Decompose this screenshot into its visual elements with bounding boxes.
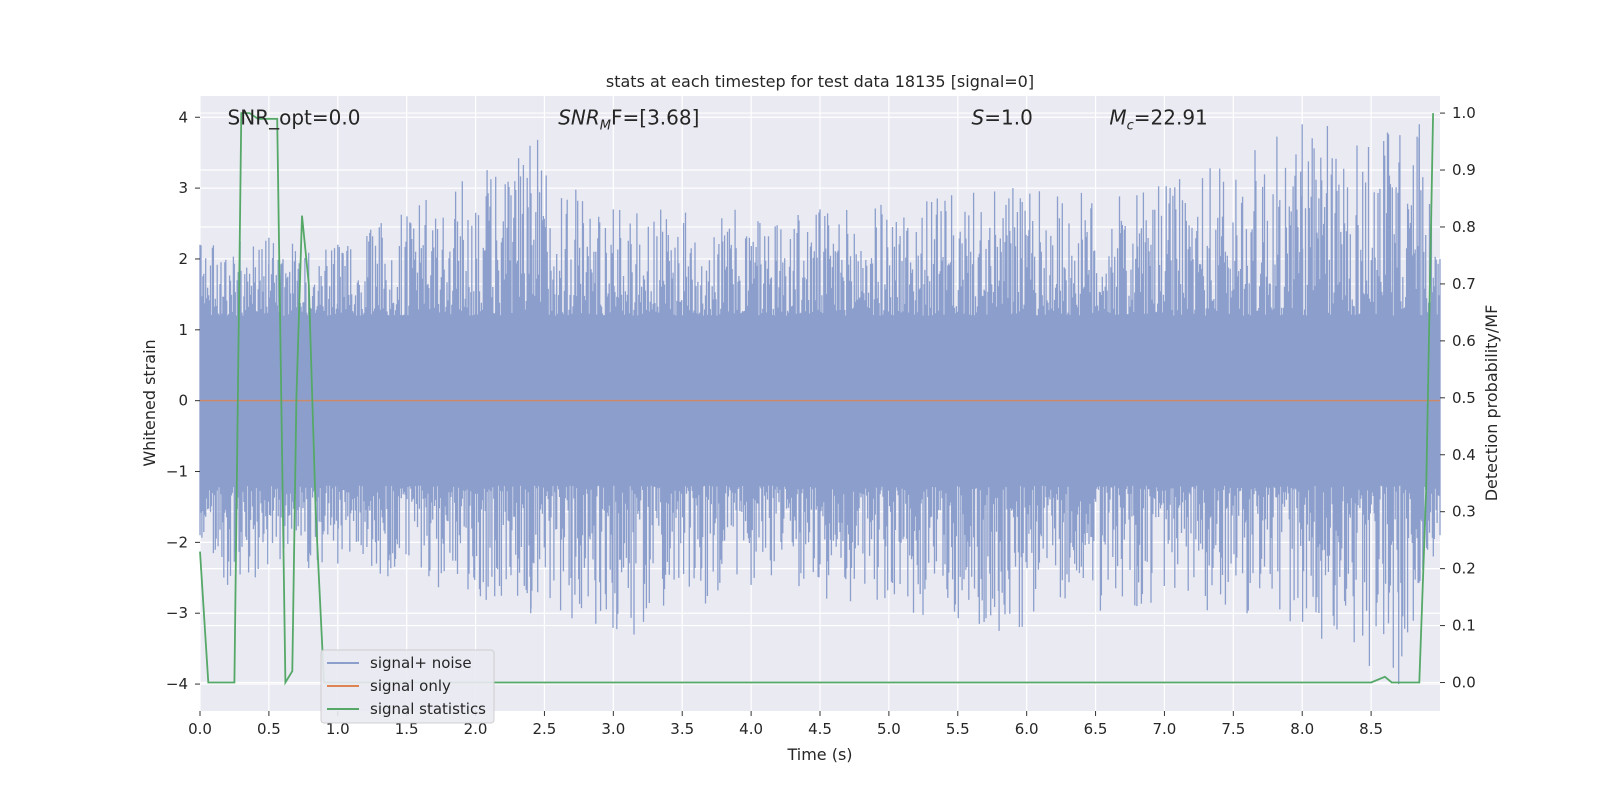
x-axis-label: Time (s) [786,745,852,764]
x-tick-label: 7.5 [1221,720,1245,738]
right-y-tick-label: 0.0 [1452,674,1476,692]
right-y-tick-label: 0.3 [1452,503,1476,521]
right-y-tick-label: 0.5 [1452,389,1476,407]
right-y-tick-label: 0.1 [1452,617,1476,635]
x-tick-label: 1.0 [326,720,350,738]
left-y-tick-label: 4 [178,108,188,126]
left-y-tick-label: −4 [166,675,188,693]
left-y-tick-label: 3 [178,179,188,197]
signal-statistics-line [199,112,1434,686]
right-y-tick-label: 0.7 [1452,275,1476,293]
x-tick-label: 8.0 [1290,720,1314,738]
right-y-tick-label: 0.4 [1452,446,1476,464]
x-tick-label: 2.0 [464,720,488,738]
x-tick-label: 1.5 [395,720,419,738]
signal-noise-series [199,124,1441,685]
legend-label-signal-only: signal only [370,677,451,695]
x-axis-ticks: 0.0 0.5 1.0 1.5 2.0 2.5 3.0 3.5 4.0 4.5 5.0 5.5 6.0 6… [188,711,1383,738]
left-y-tick-label: 0 [178,392,188,410]
annotation-s: S=1.0 [972,105,1033,129]
annotation-snr_opt: SNR_opt=0.0 [228,105,361,129]
left-y-tick-label: −2 [166,533,188,551]
annotation-snr_mf: SNRMF=[3.68] [558,105,699,133]
right-y-tick-label: 0.6 [1452,332,1476,350]
x-tick-label: 2.5 [533,720,557,738]
signal-noise-line [199,124,1441,685]
right-y-axis-label: Detection probability/MF [1482,305,1501,502]
x-tick-label: 5.0 [877,720,901,738]
annotations: SNR_opt=0.0 SNRMF=[3.68] S=1.0 Mc=22.91 [228,105,1208,133]
right-y-tick-label: 1.0 [1452,104,1476,122]
left-y-axis-label: Whitened strain [140,339,159,466]
x-tick-label: 4.5 [808,720,832,738]
left-y-tick-label: −3 [166,604,188,622]
x-tick-label: 7.0 [1153,720,1177,738]
left-y-axis-ticks: −4 −3 −2 −1 0 1 2 3 4 [166,108,200,693]
x-tick-label: 4.0 [739,720,763,738]
right-y-tick-label: 0.8 [1452,218,1476,236]
x-tick-label: 3.5 [670,720,694,738]
x-tick-label: 5.5 [946,720,970,738]
x-tick-label: 6.0 [1015,720,1039,738]
legend-box [320,649,495,724]
left-y-tick-label: 1 [178,321,188,339]
x-tick-label: 0.5 [257,720,281,738]
annotation-mc: Mc=22.91 [1109,105,1207,133]
left-y-tick-label: −1 [166,463,188,481]
x-tick-label: 6.5 [1084,720,1108,738]
x-tick-label: 8.5 [1359,720,1383,738]
legend-label-signal-noise: signal+ noise [370,654,472,672]
legend: signal+ noise signal only signal statist… [320,649,495,724]
legend-label-signal-statistics: signal statistics [370,700,486,718]
x-tick-label: 3.0 [601,720,625,738]
right-y-tick-label: 0.2 [1452,560,1476,578]
right-y-tick-label: 0.9 [1452,161,1476,179]
left-y-tick-label: 2 [178,250,188,268]
chart-title: stats at each timestep for test data 181… [606,72,1034,91]
right-y-axis-ticks: 0.0 0.1 0.2 0.3 0.4 0.5 0.6 0.7 0.8 0.9 1.0 [1440,104,1476,692]
signal-statistics-series [199,112,1434,686]
x-tick-label: 0.0 [188,720,212,738]
